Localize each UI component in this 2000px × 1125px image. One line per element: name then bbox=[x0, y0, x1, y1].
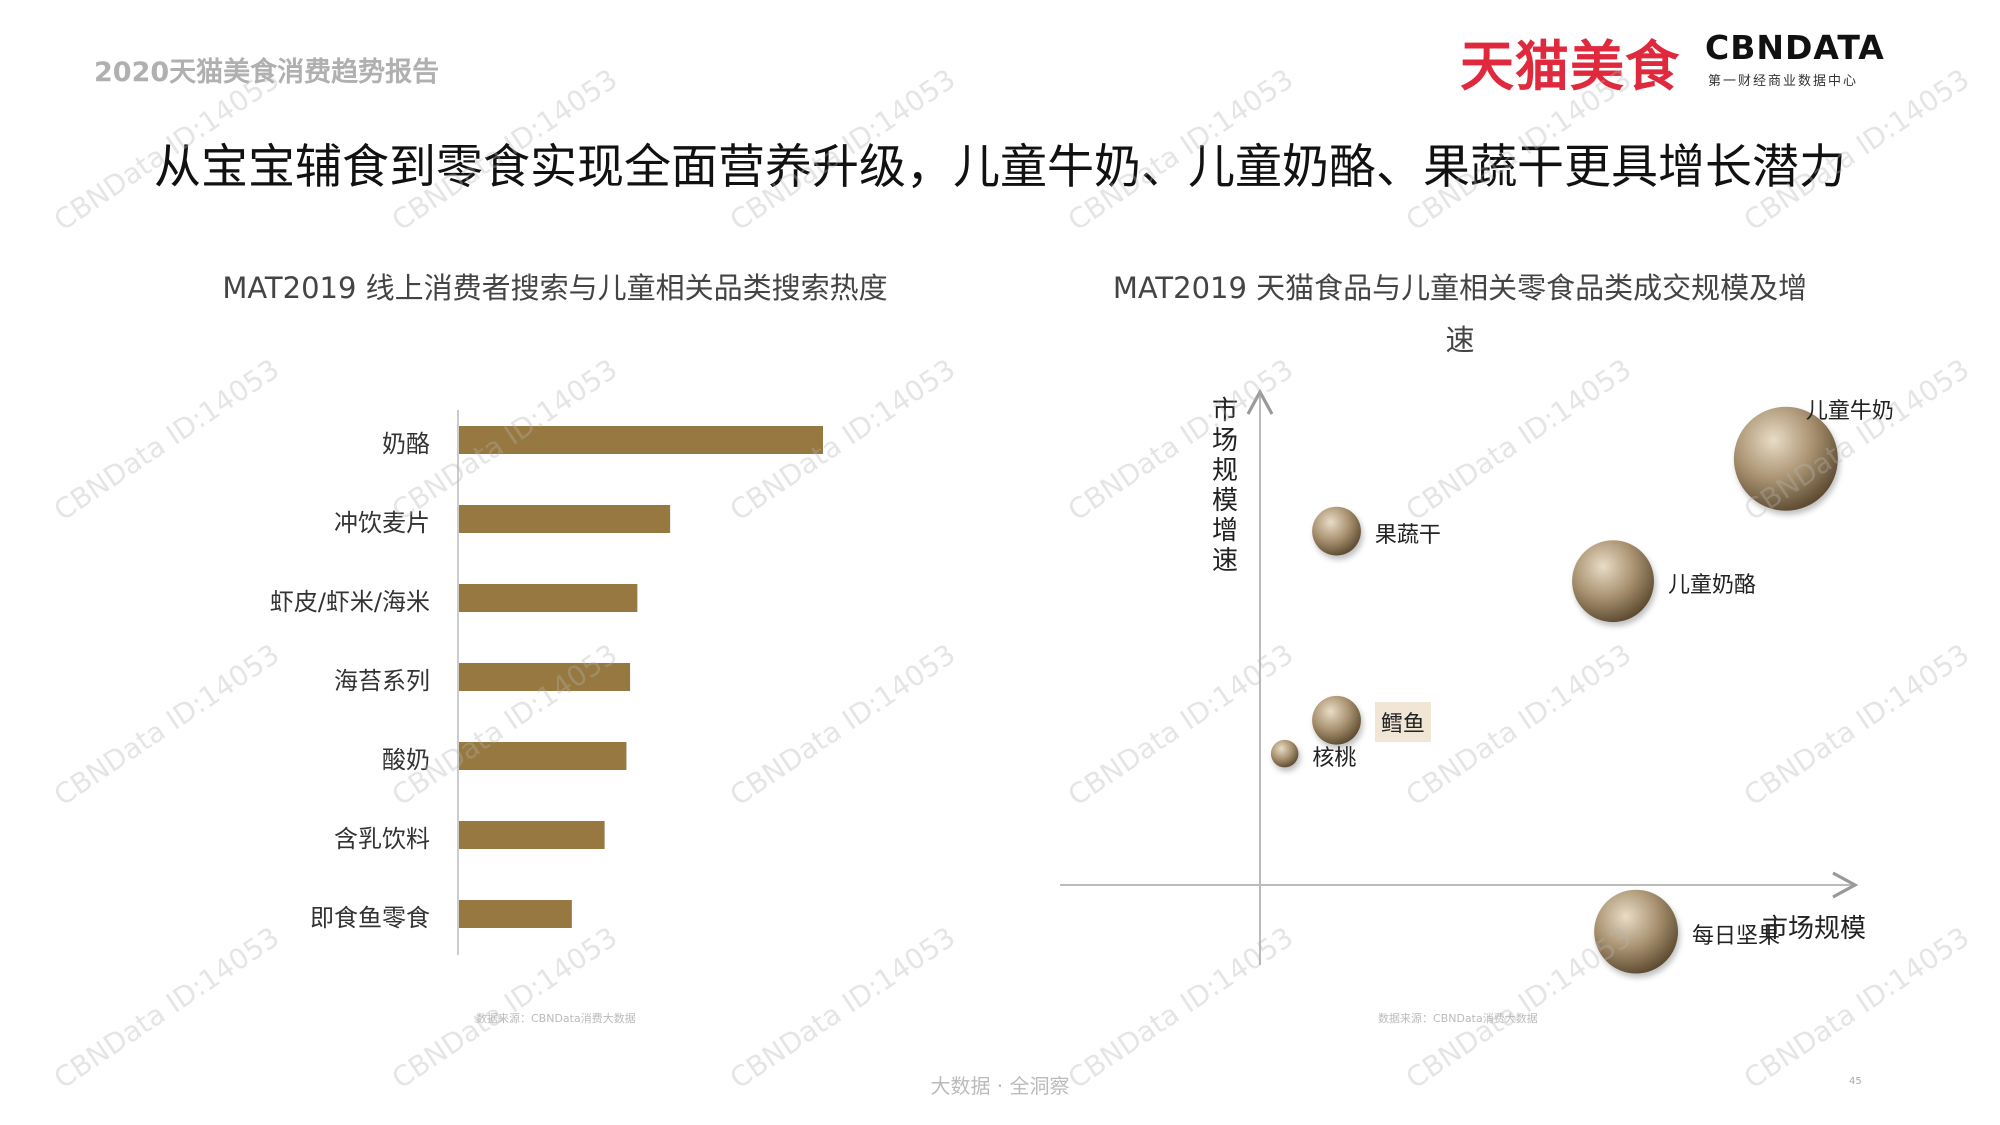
bubble-每日坚果 bbox=[1594, 889, 1679, 974]
bar-category-label: 冲饮麦片 bbox=[334, 509, 430, 537]
bubble-果蔬干 bbox=[1312, 506, 1361, 556]
y-axis-label: 市场规模增速 bbox=[1211, 396, 1238, 576]
slide-title: 从宝宝辅食到零食实现全面营养升级，儿童牛奶、儿童奶酪、果蔬干更具增长潜力 bbox=[154, 140, 1846, 195]
bar-category-label: 虾皮/虾米/海米 bbox=[269, 588, 430, 616]
bar-chart bbox=[457, 410, 823, 955]
bubble-核桃 bbox=[1270, 739, 1299, 768]
footer-slogan: 大数据 · 全洞察 bbox=[930, 1074, 1070, 1098]
bubble-chart-title: MAT2019 天猫食品与儿童相关零食品类成交规模及增速 bbox=[1112, 271, 1808, 357]
bubble-儿童牛奶 bbox=[1733, 406, 1838, 511]
bar-category-label: 海苔系列 bbox=[334, 667, 430, 695]
tmall-food-logo: 天猫美食 bbox=[1460, 35, 1680, 98]
x-axis-label: 市场规模 bbox=[1762, 914, 1867, 944]
left-source-note: 数据来源：CBNData消费大数据 bbox=[476, 1012, 636, 1025]
report-tag: 2020天猫美食消费趋势报告 bbox=[94, 57, 440, 88]
bubble-label-儿童奶酪: 儿童奶酪 bbox=[1667, 573, 1756, 599]
cbndata-logo: CBNDATA bbox=[1705, 28, 1885, 67]
bar-category-label: 即食鱼零食 bbox=[310, 904, 430, 932]
bubble-鳕鱼 bbox=[1312, 695, 1361, 745]
bar-即食鱼零食 bbox=[459, 900, 572, 928]
bar-category-label: 奶酪 bbox=[382, 430, 430, 458]
right-source-note: 数据来源：CBNData消费大数据 bbox=[1378, 1012, 1538, 1025]
cbndata-logo-subtitle: 第一财经商业数据中心 bbox=[1708, 74, 1859, 89]
bubble-chart bbox=[1060, 388, 1859, 974]
bar-含乳饮料 bbox=[459, 821, 605, 849]
bubble-儿童奶酪 bbox=[1572, 540, 1654, 623]
bar-虾皮/虾米/海米 bbox=[459, 584, 638, 612]
bar-海苔系列 bbox=[459, 663, 631, 691]
bubble-label-核桃: 核桃 bbox=[1312, 745, 1357, 771]
bubble-label-儿童牛奶: 儿童牛奶 bbox=[1805, 398, 1894, 424]
page-number: 45 bbox=[1849, 1076, 1862, 1087]
bar-category-label: 含乳饮料 bbox=[334, 825, 430, 853]
bubble-label-每日坚果: 每日坚果 bbox=[1692, 923, 1781, 949]
bubble-label-鳕鱼: 鳕鱼 bbox=[1374, 702, 1431, 743]
bubble-label-果蔬干: 果蔬干 bbox=[1374, 523, 1441, 549]
bar-奶酪 bbox=[459, 426, 823, 454]
bar-chart-title: MAT2019 线上消费者搜索与儿童相关品类搜索热度 bbox=[222, 271, 888, 305]
bar-category-label: 酸奶 bbox=[382, 746, 430, 774]
bar-酸奶 bbox=[459, 742, 627, 770]
bar-冲饮麦片 bbox=[459, 505, 671, 533]
